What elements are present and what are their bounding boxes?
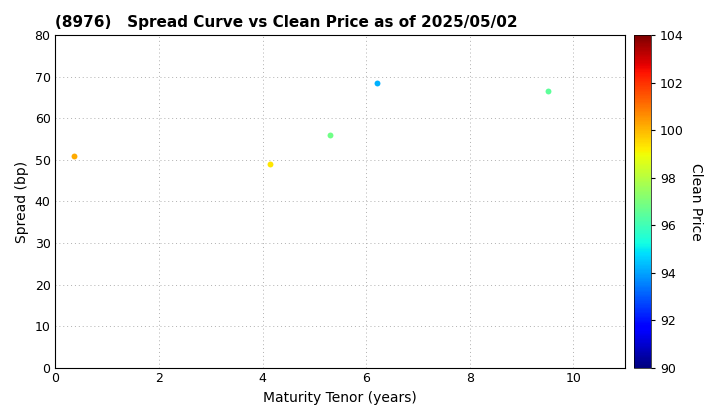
Point bbox=[265, 161, 276, 168]
Point bbox=[371, 80, 382, 87]
Point bbox=[324, 131, 336, 138]
X-axis label: Maturity Tenor (years): Maturity Tenor (years) bbox=[264, 391, 417, 405]
Point bbox=[541, 88, 553, 95]
Text: (8976)   Spread Curve vs Clean Price as of 2025/05/02: (8976) Spread Curve vs Clean Price as of… bbox=[55, 15, 518, 30]
Point bbox=[68, 152, 79, 159]
Y-axis label: Spread (bp): Spread (bp) bbox=[15, 160, 29, 242]
Y-axis label: Clean Price: Clean Price bbox=[689, 163, 703, 240]
